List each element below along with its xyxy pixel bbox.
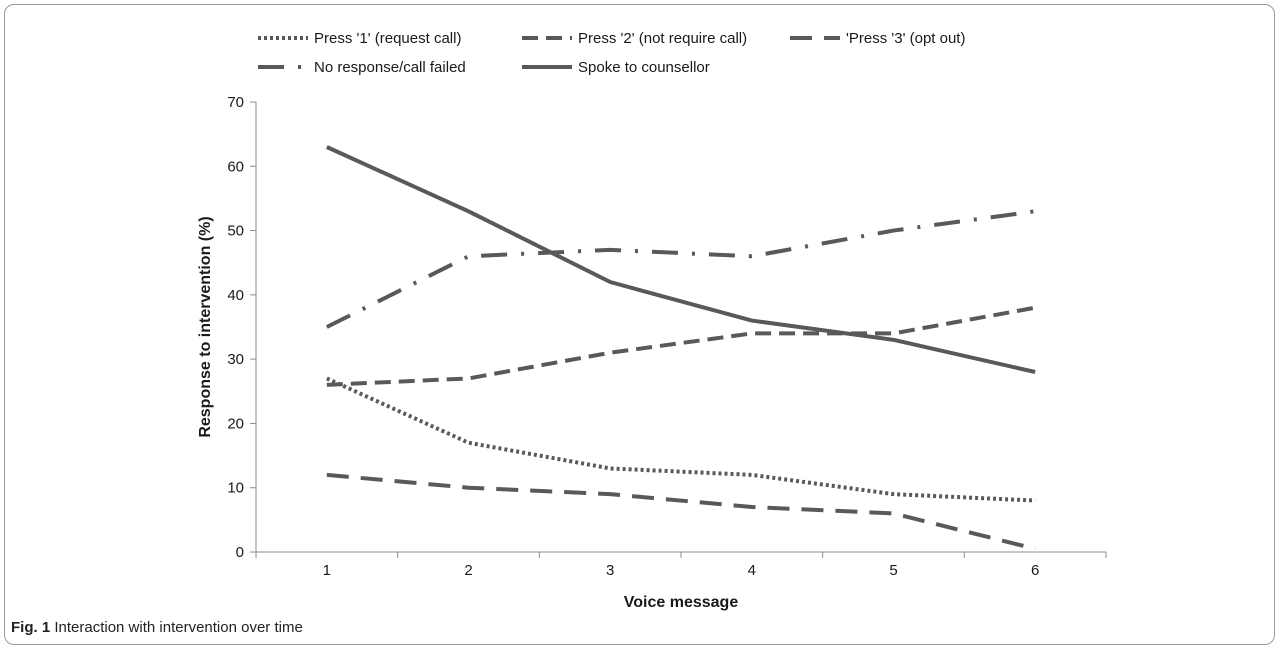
x-tick-label: 2 (464, 562, 472, 579)
legend-label: 'Press '3' (opt out) (846, 30, 965, 47)
legend-label: Spoke to counsellor (578, 59, 710, 76)
y-tick-label: 10 (227, 480, 244, 497)
y-tick-label: 40 (227, 287, 244, 304)
x-tick-label: 5 (889, 562, 897, 579)
y-axis-title: Response to intervention (%) (197, 216, 214, 437)
series-line-5 (326, 145, 1036, 374)
y-tick-label: 20 (227, 415, 244, 432)
figure-caption-label: Fig. 1 (11, 619, 51, 636)
series-line-1 (326, 376, 1036, 503)
x-tick-label: 4 (748, 562, 756, 579)
series-line-4 (325, 209, 1036, 329)
y-tick-label: 0 (236, 544, 244, 561)
legend-label: Press '2' (not require call) (578, 30, 747, 47)
chart-series (325, 145, 1036, 551)
x-tick-label: 1 (323, 562, 331, 579)
series-line-3 (326, 472, 1036, 551)
y-tick-label: 60 (227, 158, 244, 175)
y-tick-label: 50 (227, 223, 244, 240)
chart-axes: 0 10 20 30 40 50 60 70 1 2 3 4 5 6 Voice message Respon… (197, 94, 1107, 611)
chart-legend: Press '1' (request call) Press '2' (not r… (258, 30, 965, 76)
x-tick-label: 6 (1031, 562, 1039, 579)
y-tick-label: 30 (227, 351, 244, 368)
x-tick-label: 3 (606, 562, 614, 579)
figure-frame (4, 4, 1275, 645)
legend-label: No response/call failed (314, 59, 466, 76)
legend-label: Press '1' (request call) (314, 30, 461, 47)
figure-caption: Fig. 1 Interaction with intervention ove… (11, 619, 303, 636)
figure-caption-text: Interaction with intervention over time (50, 619, 303, 636)
y-tick-label: 70 (227, 94, 244, 111)
x-axis-title: Voice message (624, 594, 739, 611)
